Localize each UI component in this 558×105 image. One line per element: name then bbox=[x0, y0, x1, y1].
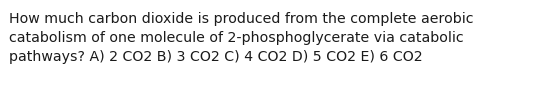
Text: How much carbon dioxide is produced from the complete aerobic
catabolism of one : How much carbon dioxide is produced from… bbox=[9, 12, 474, 64]
